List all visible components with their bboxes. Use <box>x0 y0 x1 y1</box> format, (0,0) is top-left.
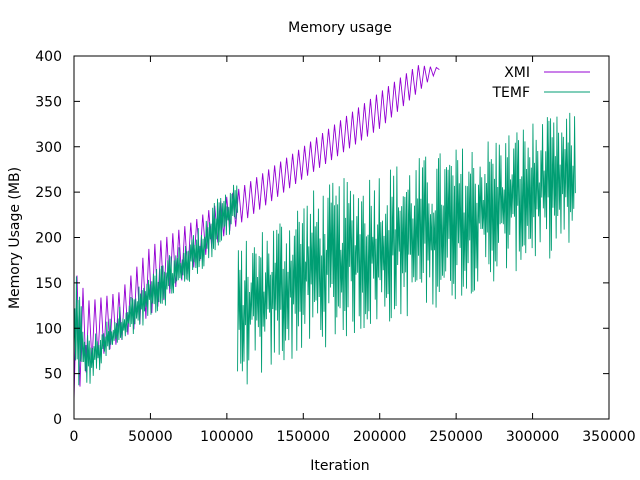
x-tick-label: 50000 <box>128 429 173 445</box>
x-tick-label: 250000 <box>429 429 482 445</box>
x-tick-label: 0 <box>70 429 79 445</box>
series-xmi <box>73 65 440 401</box>
legend-label-xmi: XMI <box>504 65 530 81</box>
y-tick-label: 50 <box>44 367 62 383</box>
legend-label-temf: TEMF <box>491 85 530 101</box>
legend: XMI TEMF <box>491 65 590 101</box>
x-tick-label: 150000 <box>277 429 330 445</box>
y-tick-label: 200 <box>35 231 62 247</box>
y-tick-label: 350 <box>35 94 62 110</box>
y-axis-title: Memory Usage (MB) <box>7 167 23 309</box>
x-axis-title: Iteration <box>310 458 369 474</box>
series-layer <box>73 65 576 401</box>
series-temf-line-segment-1 <box>73 184 239 386</box>
x-tick-label: 100000 <box>200 429 253 445</box>
ticks-layer: 0 50000 100000 150000 200000 250000 300000 3500… <box>35 49 635 445</box>
x-tick-label: 200000 <box>353 429 406 445</box>
y-tick-label: 0 <box>53 412 62 428</box>
y-tick-label: 100 <box>35 321 62 337</box>
y-tick-label: 150 <box>35 276 62 292</box>
series-xmi-line <box>73 65 440 401</box>
y-tick-label: 400 <box>35 49 62 65</box>
chart-title: Memory usage <box>288 20 392 36</box>
y-tick-label: 250 <box>35 185 62 201</box>
series-temf-line-segment-2 <box>237 112 576 385</box>
x-tick-label: 300000 <box>506 429 559 445</box>
series-temf <box>73 112 576 386</box>
y-tick-label: 300 <box>35 140 62 156</box>
x-tick-label: 350000 <box>582 429 635 445</box>
